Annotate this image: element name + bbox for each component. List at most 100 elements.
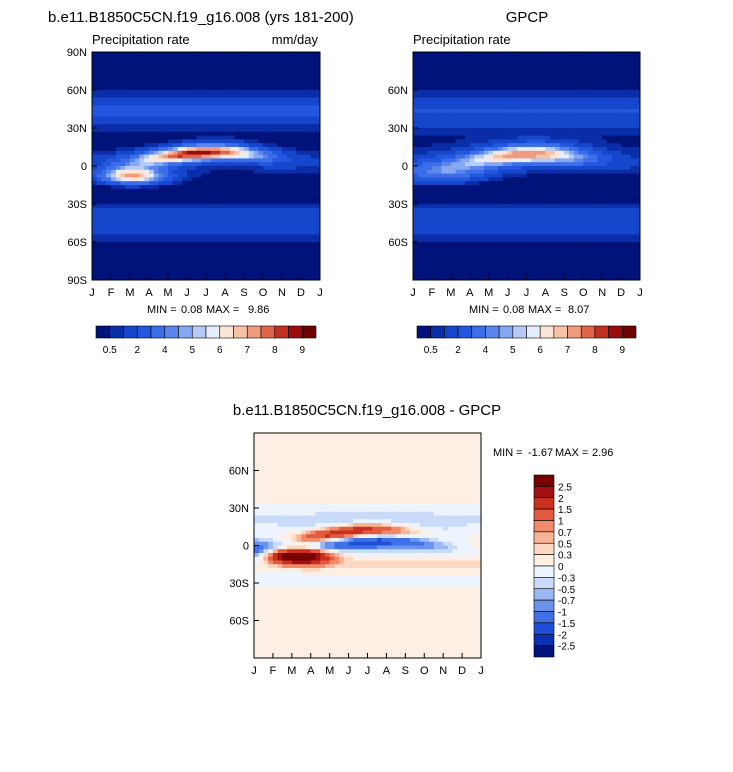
heatmap-cell (244, 105, 250, 110)
heatmap-cell (130, 272, 136, 277)
heatmap-cell (422, 86, 428, 91)
heatmap-cell (296, 166, 302, 171)
heatmap-cell (253, 82, 259, 87)
heatmap-cell (455, 196, 461, 201)
heatmap-cell (521, 150, 527, 155)
heatmap-cell (427, 74, 433, 79)
heatmap-cell (483, 211, 490, 216)
heatmap-cell (310, 211, 316, 216)
heatmap-cell (474, 59, 480, 64)
heatmap-cell (630, 162, 636, 167)
heatmap-cell (182, 71, 188, 76)
heatmap-cell (531, 139, 537, 144)
heatmap-cell (602, 143, 608, 148)
heatmap-cell (229, 207, 235, 212)
heatmap-cell (635, 139, 641, 144)
heatmap-cell (587, 90, 594, 95)
heatmap-cell (115, 196, 121, 201)
heatmap-cell (625, 116, 631, 121)
heatmap-cell (621, 185, 627, 190)
heatmap-cell (305, 143, 311, 148)
panel-obs-title: GPCP (506, 9, 549, 26)
heatmap-cell (606, 97, 613, 102)
heatmap-cell (101, 154, 107, 159)
heatmap-cell (267, 97, 273, 102)
heatmap-cell (286, 169, 292, 174)
heatmap-cell (550, 55, 556, 60)
heatmap-cell (621, 143, 627, 148)
heatmap-cell (272, 147, 278, 152)
heatmap-cell (455, 78, 461, 83)
heatmap-cell (413, 116, 419, 121)
heatmap-cell (592, 158, 598, 163)
heatmap-cell (106, 268, 112, 273)
heatmap-cell (526, 109, 532, 114)
heatmap-cell (239, 272, 245, 277)
heatmap-cell (177, 196, 183, 201)
heatmap-cell (187, 128, 193, 133)
heatmap-cell (210, 226, 216, 231)
heatmap-cell (182, 177, 188, 182)
heatmap-cell (587, 207, 594, 212)
heatmap-cell (512, 166, 518, 171)
heatmap-cell (625, 154, 631, 159)
heatmap-cell (554, 166, 561, 171)
heatmap-cell (465, 109, 471, 114)
heatmap-cell (153, 82, 159, 87)
heatmap-cell (455, 177, 461, 182)
heatmap-cell (139, 204, 145, 209)
heatmap-cell (206, 78, 212, 83)
heatmap-cell (483, 135, 490, 140)
heatmap-cell (258, 97, 264, 102)
heatmap-cell (531, 93, 537, 98)
heatmap-cell (441, 97, 447, 102)
heatmap-cell (149, 215, 155, 220)
heatmap-cell (587, 147, 594, 152)
heatmap-cell (635, 162, 641, 167)
heatmap-cell (92, 67, 98, 72)
heatmap-cell (225, 166, 231, 171)
heatmap-cell (106, 135, 112, 140)
heatmap-cell (315, 67, 321, 72)
heatmap-cell (239, 93, 245, 98)
heatmap-cell (196, 162, 202, 167)
heatmap-cell (441, 173, 447, 178)
heatmap-cell (460, 128, 466, 133)
heatmap-cell (559, 82, 565, 87)
heatmap-cell (220, 188, 226, 193)
heatmap-cell (521, 82, 527, 87)
heatmap-cell (417, 59, 423, 64)
heatmap-cell (277, 86, 283, 91)
heatmap-cell (182, 93, 188, 98)
heatmap-cell (469, 192, 475, 197)
heatmap-cell (272, 131, 278, 136)
heatmap-cell (92, 86, 98, 91)
heatmap-cell (413, 112, 419, 117)
heatmap-cell (130, 74, 136, 79)
heatmap-cell (573, 147, 579, 152)
heatmap-cell (431, 154, 438, 159)
heatmap-cell (305, 147, 311, 152)
heatmap-cell (587, 97, 594, 102)
heatmap-cell (291, 223, 297, 228)
heatmap-cell (455, 150, 461, 155)
heatmap-cell (554, 55, 561, 60)
heatmap-cell (187, 234, 193, 239)
heatmap-cell (206, 173, 212, 178)
heatmap-cell (286, 55, 292, 60)
heatmap-cell (196, 268, 202, 273)
heatmap-cell (101, 143, 107, 148)
heatmap-cell (512, 139, 518, 144)
heatmap-cell (149, 234, 155, 239)
heatmap-cell (215, 154, 221, 159)
heatmap-cell (282, 192, 288, 197)
heatmap-cell (263, 82, 269, 87)
heatmap-cell (493, 131, 499, 136)
heatmap-cell (446, 196, 452, 201)
heatmap-cell (545, 124, 551, 129)
heatmap-cell (625, 188, 631, 193)
heatmap-cell (305, 55, 311, 60)
heatmap-cell (413, 196, 419, 201)
heatmap-cell (272, 204, 278, 209)
heatmap-cell (101, 219, 107, 224)
